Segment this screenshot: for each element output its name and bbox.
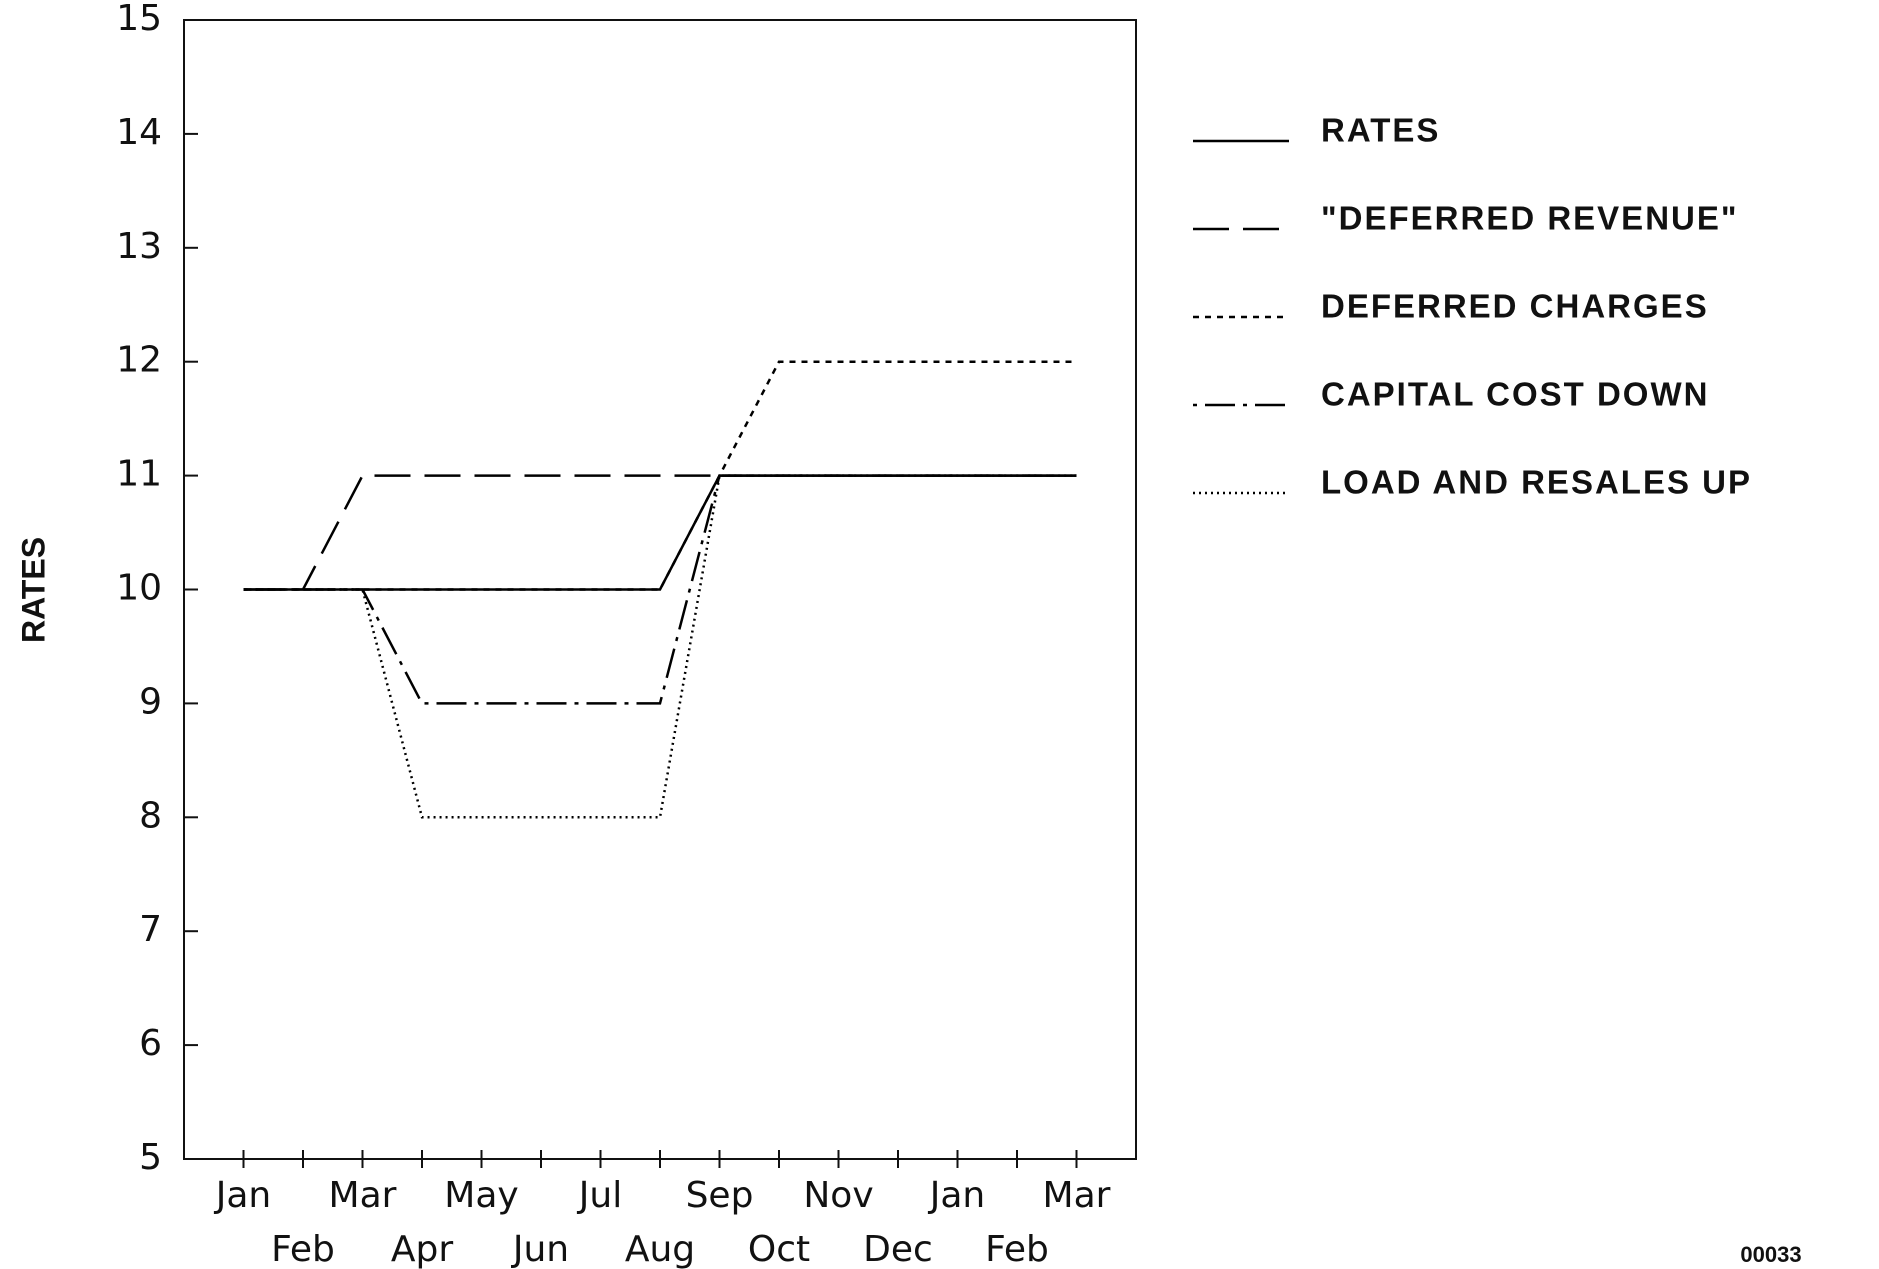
y-tick-label: 15	[116, 0, 162, 39]
y-tick-label: 9	[139, 681, 162, 722]
y-tick-label: 6	[139, 1023, 162, 1064]
series-line	[243, 360, 1077, 591]
legend-label: LOAD AND RESALES UP	[1321, 464, 1752, 501]
y-tick-label: 10	[116, 568, 162, 609]
series-line	[243, 474, 1077, 591]
y-tick-label: 8	[139, 795, 162, 836]
x-tick-label: Jun	[511, 1229, 569, 1269]
x-tick-label: Mar	[329, 1175, 397, 1216]
x-tick-label: Jan	[928, 1175, 986, 1216]
series-line	[243, 474, 1077, 705]
x-tick-label: Dec	[863, 1229, 933, 1269]
x-tick-label: Jul	[577, 1175, 622, 1216]
y-tick-label: 14	[116, 112, 162, 153]
x-tick-label: Mar	[1043, 1175, 1111, 1216]
y-tick-label: 12	[116, 340, 162, 381]
legend-label: DEFERRED CHARGES	[1321, 288, 1709, 325]
x-tick-label: Feb	[271, 1229, 335, 1269]
legend-label: RATES	[1321, 112, 1440, 149]
x-tick-label: Jan	[214, 1175, 272, 1216]
y-tick-label: 7	[139, 909, 162, 950]
y-tick-label: 13	[116, 226, 162, 267]
x-tick-label: Oct	[748, 1229, 810, 1269]
x-tick-label: Apr	[391, 1229, 453, 1269]
footnote: 00033	[1740, 1242, 1801, 1267]
x-tick-label: Sep	[686, 1175, 754, 1216]
x-tick-label: Nov	[803, 1175, 873, 1216]
legend-label: "DEFERRED REVENUE"	[1321, 200, 1739, 237]
y-tick-label: 5	[139, 1137, 162, 1178]
series-line	[243, 474, 1077, 819]
x-tick-label: Aug	[625, 1229, 695, 1269]
x-tick-label: May	[444, 1175, 518, 1216]
x-tick-label: Feb	[985, 1229, 1049, 1269]
y-axis-label: RATES	[15, 537, 51, 643]
series-line	[243, 474, 1077, 591]
legend-label: CAPITAL COST DOWN	[1321, 376, 1709, 413]
y-tick-label: 11	[116, 454, 162, 495]
